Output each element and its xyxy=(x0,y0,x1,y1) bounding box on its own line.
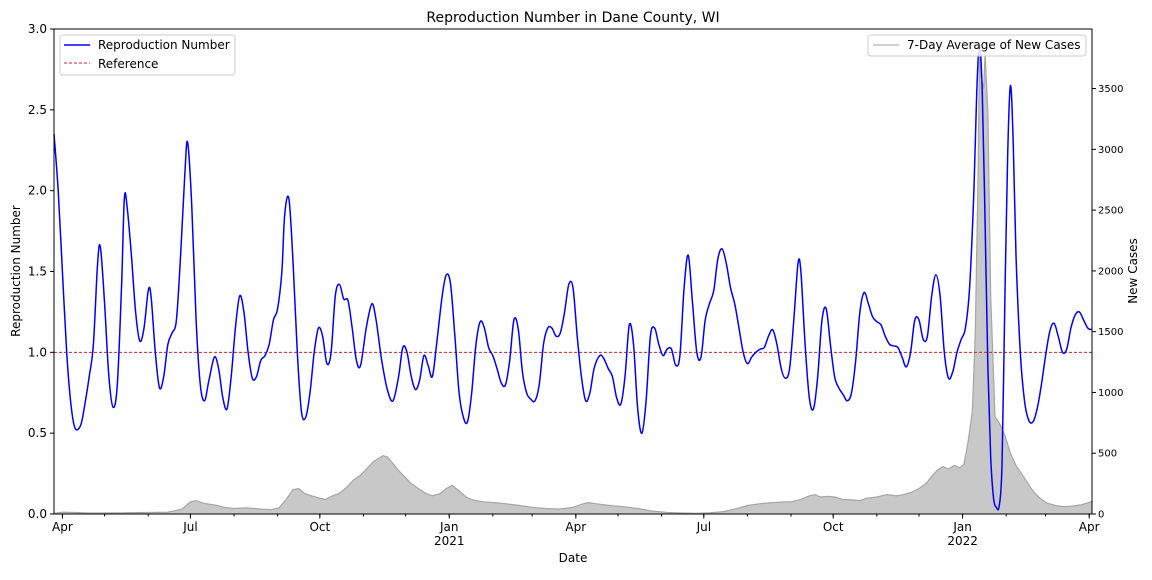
cases-layer xyxy=(53,52,1093,515)
legend-right-frame xyxy=(867,34,1087,57)
y-tick-label: 2.0 xyxy=(28,184,47,198)
y-right-tick-label: 3000 xyxy=(1098,145,1123,156)
x-tick-label: Oct xyxy=(823,520,844,534)
chart-title: Reproduction Number in Dane County, WI xyxy=(426,10,719,26)
x-tick-label: Jul xyxy=(182,520,197,534)
reproduction-layer xyxy=(53,44,1093,511)
y-right-tick-label: 0 xyxy=(1098,510,1104,521)
y-axis-label: Reproduction Number xyxy=(9,205,23,337)
x-tick-year-label: 2022 xyxy=(947,534,978,548)
legend-left-frame xyxy=(59,34,236,76)
y-right-tick-label: 1500 xyxy=(1098,327,1123,338)
legend-label-reference: Reference xyxy=(98,57,158,71)
y-right-tick-label: 3500 xyxy=(1098,84,1123,95)
legend-right: 7-Day Average of New Cases xyxy=(867,34,1087,57)
x-tick-label: Oct xyxy=(309,520,330,534)
y-tick-label: 3.0 xyxy=(28,22,47,36)
cases-area xyxy=(54,52,1092,514)
reproduction-line xyxy=(53,44,1093,511)
x-tick-label: Jan xyxy=(952,520,972,534)
x-tick-label: Apr xyxy=(52,520,73,534)
y-tick-label: 0.5 xyxy=(28,426,47,440)
legend-label-reproduction: Reproduction Number xyxy=(98,38,230,52)
y-tick-label: 2.5 xyxy=(28,103,47,117)
legend-label-cases: 7-Day Average of New Cases xyxy=(907,38,1081,52)
y-right-axis-label: New Cases xyxy=(1126,238,1140,304)
x-tick-label: Apr xyxy=(1079,520,1100,534)
left-axis: 0.0 0.5 1.0 1.5 2.0 2.5 3.0 xyxy=(28,22,54,521)
y-tick-label: 1.5 xyxy=(28,265,47,279)
x-tick-label: Jul xyxy=(696,520,711,534)
x-axis-label: Date xyxy=(559,551,588,565)
y-right-tick-label: 2500 xyxy=(1098,206,1123,217)
right-axis: 0 500 1000 1500 2000 2500 3000 3500 xyxy=(1092,84,1123,521)
y-right-tick-label: 2000 xyxy=(1098,266,1123,277)
x-tick-year-label: 2021 xyxy=(434,534,465,548)
plot-frame xyxy=(53,28,1093,515)
y-right-tick-label: 500 xyxy=(1098,449,1117,460)
y-right-tick-label: 1000 xyxy=(1098,388,1123,399)
x-tick-label: Jan xyxy=(439,520,459,534)
x-tick-label: Apr xyxy=(565,520,586,534)
legend-left: Reproduction Number Reference xyxy=(59,34,236,76)
y-tick-label: 1.0 xyxy=(28,345,47,359)
cases-line xyxy=(53,52,1093,515)
y-tick-label: 0.0 xyxy=(28,507,47,521)
